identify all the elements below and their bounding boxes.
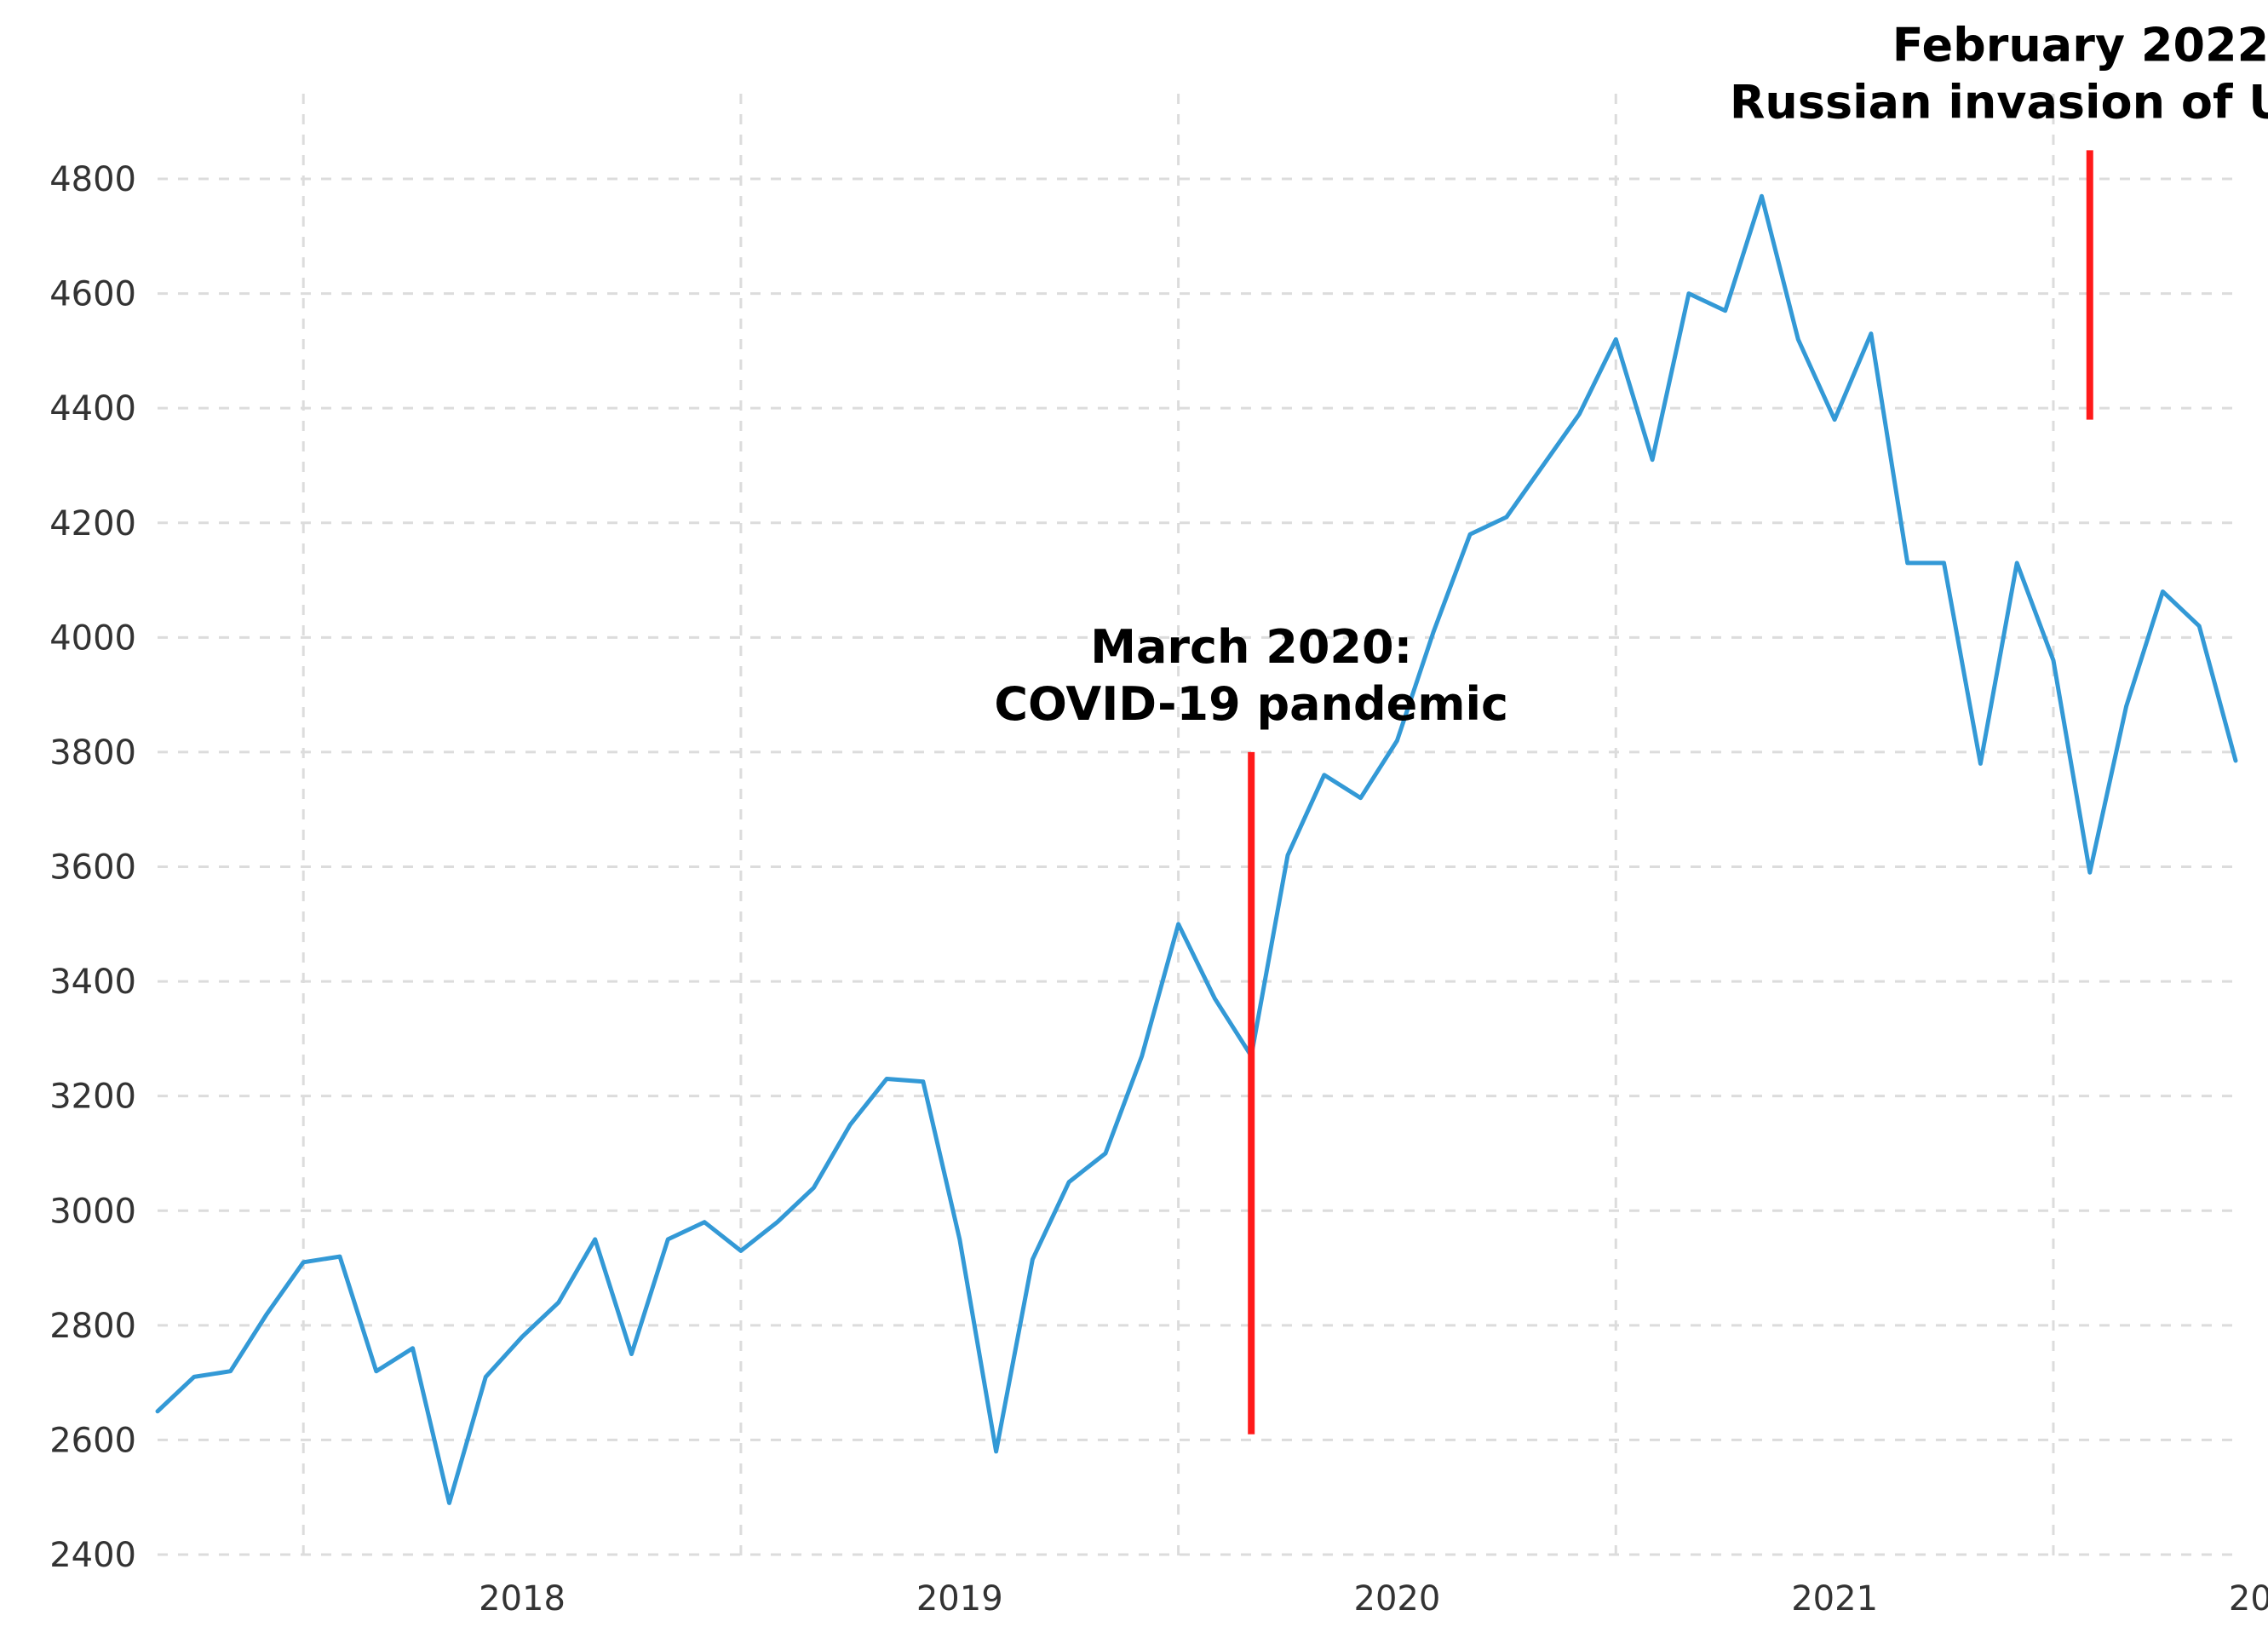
y-tick-label: 3000	[49, 1192, 136, 1231]
annotation-layer: March 2020:COVID-19 pandemic February 202…	[994, 18, 2268, 1434]
y-axis-ticks: 2400 2600 2800 3000 3200 3400 3600 3800 4000 4200…	[49, 160, 136, 1575]
x-tick-label: 2018	[479, 1579, 566, 1618]
series-layer	[155, 193, 2238, 1505]
y-tick-label: 2400	[49, 1536, 136, 1575]
y-tick-label: 4600	[49, 275, 136, 314]
x-tick-label: 2020	[1354, 1579, 1441, 1618]
annotation-label-event: COVID-19 pandemic	[994, 677, 1508, 731]
y-tick-label: 4200	[49, 504, 136, 543]
annotation-label-date: March 2020:	[1090, 620, 1412, 674]
x-tick-label: 2022	[2229, 1579, 2268, 1618]
y-tick-label: 4800	[49, 160, 136, 199]
y-tick-label: 4400	[49, 389, 136, 428]
x-tick-label: 2021	[1791, 1579, 1878, 1618]
y-tick-label: 3600	[49, 848, 136, 888]
annotation-label-date: February 2022:	[1892, 18, 2268, 72]
y-gridlines	[158, 177, 2236, 1556]
y-tick-label: 3400	[49, 963, 136, 1002]
x-tick-label: 2019	[916, 1579, 1003, 1618]
y-tick-label: 2800	[49, 1307, 136, 1346]
y-tick-label: 4000	[49, 618, 136, 658]
annotation-label-event: Russian invasion of Ukraine	[1730, 75, 2268, 129]
series-line	[155, 193, 2238, 1505]
y-tick-label: 3200	[49, 1078, 136, 1117]
y-tick-label: 2600	[49, 1421, 136, 1460]
x-axis-ticks: 2018 2019 2020 2021 2022	[479, 1579, 2268, 1618]
y-tick-label: 3800	[49, 733, 136, 773]
